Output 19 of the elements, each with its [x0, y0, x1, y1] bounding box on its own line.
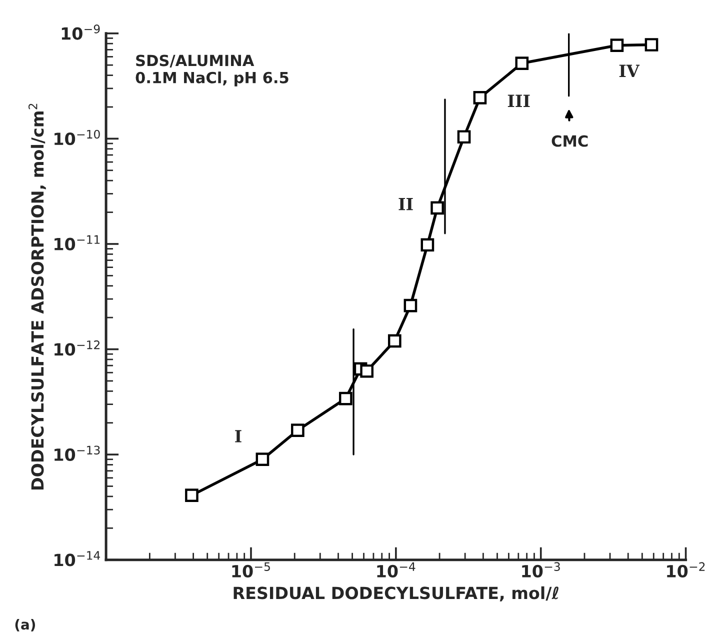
annotation: IV [619, 64, 640, 77]
y-tick-label: 10$^{−9}$ [62, 24, 100, 40]
annotation: II [398, 198, 413, 210]
y-tick-label: 10$^{−14}$ [54, 551, 100, 566]
annotation: SDS/ALUMINA 0.1M NaCl, pH 6.5 [136, 54, 288, 86]
x-tick-label: 10$^{−5}$ [232, 562, 270, 578]
y-tick-label: 10$^{−12}$ [54, 340, 100, 356]
y-tick-label: 10$^{−11}$ [54, 235, 100, 250]
y-axis-title: DODECYLSULFATE ADSORPTION, mol/cm$^{2}$ [28, 104, 46, 490]
y-tick-label: 10$^{−13}$ [54, 446, 100, 461]
annotation: III [508, 94, 530, 107]
x-tick-label: 10$^{−3}$ [522, 562, 560, 578]
x-axis-title: RESIDUAL DODECYLSULFATE, mol/ℓ [234, 586, 558, 602]
y-tick-label: 10$^{−10}$ [54, 130, 100, 146]
x-tick-label: 10$^{−4}$ [377, 562, 416, 578]
annotation: CMC [552, 135, 588, 147]
annotation: I [235, 430, 242, 442]
text: (a) [15, 618, 36, 632]
x-tick-label: 10$^{−2}$ [667, 562, 705, 578]
